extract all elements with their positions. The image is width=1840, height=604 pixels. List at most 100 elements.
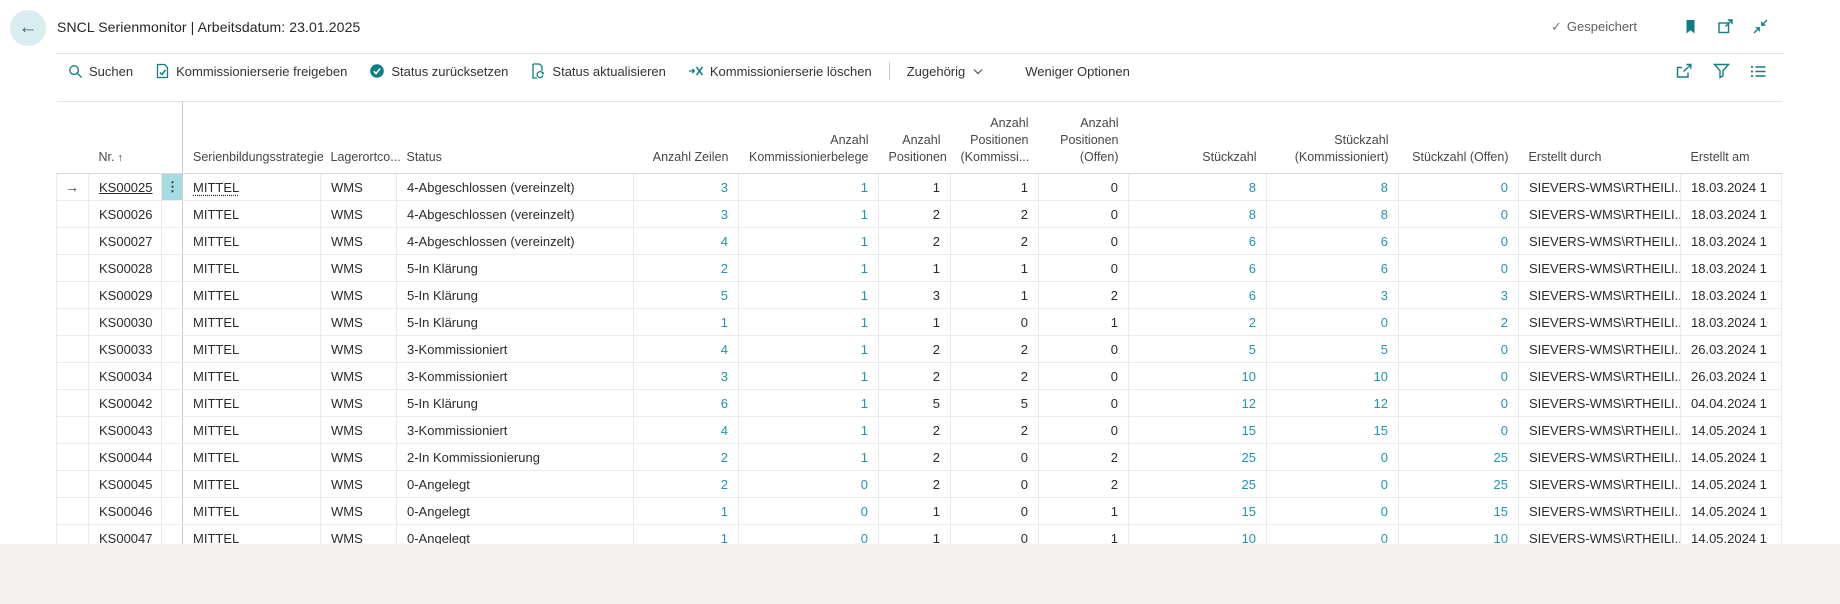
cell-stueck_offen[interactable]: 0 — [1398, 362, 1519, 390]
cell-nr[interactable]: KS00033 — [88, 335, 162, 363]
table-row[interactable]: KS00026 MITTEL WMS 4-Abgeschlossen (vereinz… — [56, 200, 1782, 228]
cell-nr[interactable]: KS00025 — [88, 173, 162, 201]
cell-stueck_komm[interactable]: 0 — [1266, 497, 1399, 525]
cell-status[interactable]: 4-Abgeschlossen (vereinzelt) — [396, 227, 634, 255]
cell-stueck_offen[interactable]: 3 — [1398, 281, 1519, 309]
cell-stueck[interactable]: 10 — [1128, 362, 1267, 390]
cell-stueck_offen[interactable]: 0 — [1398, 389, 1519, 417]
table-row[interactable]: KS00043 MITTEL WMS 3-Kommissioniert 4 1 2 2 0 15 1… — [56, 416, 1782, 444]
cell-belege[interactable]: 1 — [738, 362, 879, 390]
table-row[interactable]: KS00033 MITTEL WMS 3-Kommissioniert 4 1 2 2 0 5 5 0… — [56, 335, 1782, 363]
cell-nr[interactable]: KS00045 — [88, 470, 162, 498]
cell-durch[interactable]: SIEVERS-WMS\RTHEILI... — [1518, 308, 1681, 336]
cell-nr[interactable]: KS00026 — [88, 200, 162, 228]
cell-pos_offen[interactable]: 1 — [1038, 308, 1129, 336]
cell-am[interactable]: 14.05.2024 1 — [1680, 443, 1782, 471]
cell-nr[interactable]: KS00044 — [88, 443, 162, 471]
cell-nr[interactable]: KS00029 — [88, 281, 162, 309]
cell-durch[interactable]: SIEVERS-WMS\RTHEILI... — [1518, 281, 1681, 309]
cell-am[interactable]: 14.05.2024 1 — [1680, 416, 1782, 444]
related-menu-button[interactable]: Zugehörig — [896, 54, 995, 88]
cell-durch[interactable]: SIEVERS-WMS\RTHEILI... — [1518, 200, 1681, 228]
cell-strategie[interactable]: MITTEL — [182, 227, 321, 255]
cell-pos_komm[interactable]: 2 — [950, 200, 1039, 228]
cell-stueck_offen[interactable]: 0 — [1398, 416, 1519, 444]
refresh-status-button[interactable]: Status aktualisieren — [519, 54, 676, 88]
cell-strategie[interactable]: MITTEL — [182, 470, 321, 498]
column-header-nr[interactable]: Nr. ↑ — [88, 101, 162, 174]
collapse-icon[interactable] — [1750, 17, 1770, 37]
cell-stueck[interactable]: 12 — [1128, 389, 1267, 417]
cell-lagerort[interactable]: WMS — [320, 470, 397, 498]
cell-stueck[interactable]: 5 — [1128, 335, 1267, 363]
cell-pos_komm[interactable]: 1 — [950, 173, 1039, 201]
table-row[interactable]: KS00045 MITTEL WMS 0-Angelegt 2 0 2 0 2 25 0 25 SIEV… — [56, 470, 1782, 498]
cell-stueck_komm[interactable]: 10 — [1266, 362, 1399, 390]
cell-am[interactable]: 18.03.2024 1 — [1680, 281, 1782, 309]
filter-icon[interactable] — [1711, 61, 1731, 81]
cell-belege[interactable]: 1 — [738, 308, 879, 336]
table-row[interactable]: KS00030 MITTEL WMS 5-In Klärung 1 1 1 0 1 2 0 2 SIEV… — [56, 308, 1782, 336]
cell-am[interactable]: 26.03.2024 1 — [1680, 362, 1782, 390]
cell-positionen[interactable]: 2 — [878, 335, 951, 363]
column-header-positionen-offen[interactable]: Anzahl Positionen (Offen) — [1038, 101, 1129, 174]
cell-am[interactable]: 14.05.2024 1 — [1680, 470, 1782, 498]
cell-stueck_offen[interactable]: 0 — [1398, 254, 1519, 282]
share-icon[interactable] — [1674, 61, 1694, 81]
column-header-anzahl-kommissionierbelege[interactable]: Anzahl Kommissionierbelege — [738, 101, 879, 174]
cell-zeilen[interactable]: 4 — [633, 227, 739, 255]
cell-strategie[interactable]: MITTEL — [182, 443, 321, 471]
less-options-button[interactable]: Weniger Optionen — [1014, 54, 1141, 88]
cell-am[interactable]: 18.03.2024 1 — [1680, 227, 1782, 255]
cell-strategie[interactable]: MITTEL — [182, 200, 321, 228]
cell-zeilen[interactable]: 1 — [633, 497, 739, 525]
cell-nr[interactable]: KS00030 — [88, 308, 162, 336]
cell-stueck_offen[interactable]: 25 — [1398, 470, 1519, 498]
cell-belege[interactable]: 1 — [738, 173, 879, 201]
cell-status[interactable]: 5-In Klärung — [396, 254, 634, 282]
column-header-erstellt-am[interactable]: Erstellt am — [1680, 101, 1782, 174]
cell-stueck_komm[interactable]: 8 — [1266, 200, 1399, 228]
cell-pos_komm[interactable]: 1 — [950, 254, 1039, 282]
cell-positionen[interactable]: 3 — [878, 281, 951, 309]
cell-strategie[interactable]: MITTEL — [182, 308, 321, 336]
table-row[interactable]: KS00042 MITTEL WMS 5-In Klärung 6 1 5 5 0 12 12 0 SI… — [56, 389, 1782, 417]
cell-belege[interactable]: 0 — [738, 470, 879, 498]
cell-stueck_komm[interactable]: 15 — [1266, 416, 1399, 444]
cell-zeilen[interactable]: 5 — [633, 281, 739, 309]
cell-zeilen[interactable]: 3 — [633, 362, 739, 390]
cell-durch[interactable]: SIEVERS-WMS\RTHEILI... — [1518, 254, 1681, 282]
list-view-icon[interactable] — [1748, 61, 1768, 81]
cell-nr[interactable]: KS00042 — [88, 389, 162, 417]
cell-durch[interactable]: SIEVERS-WMS\RTHEILI... — [1518, 227, 1681, 255]
ellipsis-icon[interactable]: ⋮ — [162, 174, 182, 200]
cell-pos_komm[interactable]: 2 — [950, 227, 1039, 255]
cell-stueck_komm[interactable]: 12 — [1266, 389, 1399, 417]
cell-belege[interactable]: 1 — [738, 281, 879, 309]
cell-pos_offen[interactable]: 0 — [1038, 335, 1129, 363]
cell-positionen[interactable]: 2 — [878, 416, 951, 444]
cell-positionen[interactable]: 2 — [878, 470, 951, 498]
cell-pos_komm[interactable]: 2 — [950, 416, 1039, 444]
cell-nr[interactable]: KS00028 — [88, 254, 162, 282]
cell-lagerort[interactable]: WMS — [320, 281, 397, 309]
cell-stueck[interactable]: 6 — [1128, 254, 1267, 282]
table-row[interactable]: KS00027 MITTEL WMS 4-Abgeschlossen (vereinz… — [56, 227, 1782, 255]
cell-pos_offen[interactable]: 2 — [1038, 443, 1129, 471]
cell-pos_offen[interactable]: 0 — [1038, 173, 1129, 201]
cell-am[interactable]: 26.03.2024 1 — [1680, 335, 1782, 363]
cell-positionen[interactable]: 2 — [878, 362, 951, 390]
cell-stueck_komm[interactable]: 0 — [1266, 308, 1399, 336]
cell-am[interactable]: 14.05.2024 1 — [1680, 497, 1782, 525]
cell-stueck[interactable]: 15 — [1128, 416, 1267, 444]
delete-series-button[interactable]: Kommissionierserie löschen — [677, 54, 883, 88]
column-header-positionen-kommissioniert[interactable]: Anzahl Positionen (Kommissi... — [950, 101, 1039, 174]
cell-stueck[interactable]: 25 — [1128, 443, 1267, 471]
cell-pos_offen[interactable]: 2 — [1038, 470, 1129, 498]
cell-status[interactable]: 3-Kommissioniert — [396, 416, 634, 444]
cell-pos_komm[interactable]: 0 — [950, 470, 1039, 498]
cell-stueck_offen[interactable]: 0 — [1398, 227, 1519, 255]
cell-belege[interactable]: 1 — [738, 200, 879, 228]
cell-durch[interactable]: SIEVERS-WMS\RTHEILI... — [1518, 470, 1681, 498]
cell-stueck[interactable]: 15 — [1128, 497, 1267, 525]
